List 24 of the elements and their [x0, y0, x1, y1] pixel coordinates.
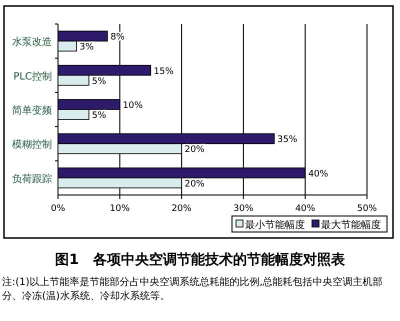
y-tick-label: PLC控制 — [13, 70, 52, 82]
x-tick-label: 0% — [50, 204, 66, 214]
data-label: 35% — [277, 135, 298, 146]
x-tick-label: 20% — [172, 204, 192, 214]
data-label: 5% — [92, 76, 107, 87]
data-label: 5% — [92, 111, 107, 121]
x-tick-label: 30% — [233, 204, 254, 214]
x-tick-label: 40% — [295, 204, 316, 214]
x-tick-label: 10% — [110, 204, 130, 214]
data-label: 15% — [154, 66, 174, 77]
data-label: 3% — [80, 42, 94, 53]
legend-label: 最大节能幅度 — [321, 219, 381, 231]
data-label: 40% — [308, 169, 329, 180]
x-tick-label: 50% — [356, 204, 378, 214]
text: 图1 各项中央空调节能技术的节能幅度对照表 — [55, 251, 346, 268]
data-label: 20% — [184, 179, 206, 190]
y-tick-label: 简单变频 — [12, 104, 52, 116]
text: 注:(1)以上节能率是节能部分占中央空调系统总耗能的比例,总能耗包括中央空调主机部分、冷冻(温)水系统、冷却水系统等。 — [2, 276, 384, 304]
y-tick-label: 模糊控制 — [12, 138, 52, 151]
data-label: 10% — [122, 101, 144, 111]
y-tick-label: 负荷跟踪 — [12, 172, 52, 185]
legend-label: 最小节能幅度 — [245, 219, 305, 231]
y-tick-label: 水泵改造 — [12, 36, 52, 48]
data-label: 20% — [184, 145, 206, 156]
